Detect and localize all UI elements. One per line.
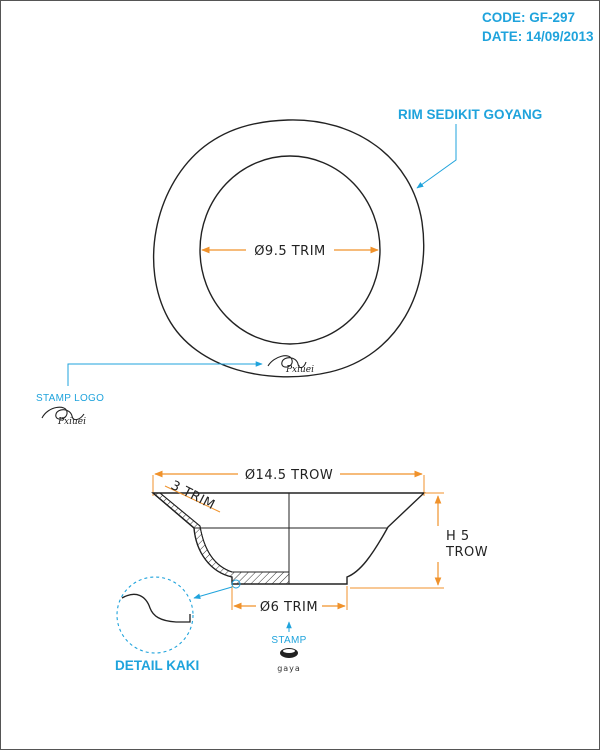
stamp-logo-signature: Pxiuei <box>41 406 86 427</box>
detail-foot-profile <box>121 593 191 623</box>
plate-signature-text: Pxiuei <box>285 365 314 375</box>
top-diameter-label: Ø14.5 TROW <box>245 468 333 483</box>
detail-label: DETAIL KAKI <box>115 658 199 673</box>
stamp-logo-leader <box>67 361 263 386</box>
side-view: Ø14.5 TROW 3 TRIM H 5 TROW Ø6 TRIM DETA <box>115 468 488 673</box>
detail-circle <box>116 576 194 654</box>
stamp-mark-inner <box>283 649 295 653</box>
stamp-caption: gaya <box>277 664 301 673</box>
thickness-dim-line <box>164 485 221 513</box>
rim-note-label: RIM SEDIKIT GOYANG <box>398 107 542 122</box>
detail-leader <box>193 586 233 599</box>
plate-signature: Pxiuei <box>267 355 314 375</box>
height-label-2: TROW <box>445 545 488 560</box>
outer-rim <box>152 119 425 378</box>
code-label: CODE: GF-297 <box>482 10 575 25</box>
stamp-logo-label: STAMP LOGO <box>36 393 104 404</box>
top-view: Ø9.5 TRIM RIM SEDIKIT GOYANG Pxiuei STAM… <box>36 107 542 427</box>
stamp-label: STAMP <box>271 635 306 646</box>
inner-diameter-label: Ø9.5 TRIM <box>254 244 326 259</box>
date-label: DATE: 14/09/2013 <box>482 29 594 44</box>
inner-well <box>199 155 381 345</box>
detail-marker <box>231 579 241 589</box>
rim-note-leader <box>416 124 457 189</box>
foot-diameter-label: Ø6 TRIM <box>260 600 318 615</box>
section-inner-line <box>159 492 289 573</box>
section-hatch <box>151 492 290 585</box>
stamp-logo-signature-text: Pxiuei <box>57 417 86 427</box>
height-label-1: H 5 <box>446 529 470 544</box>
